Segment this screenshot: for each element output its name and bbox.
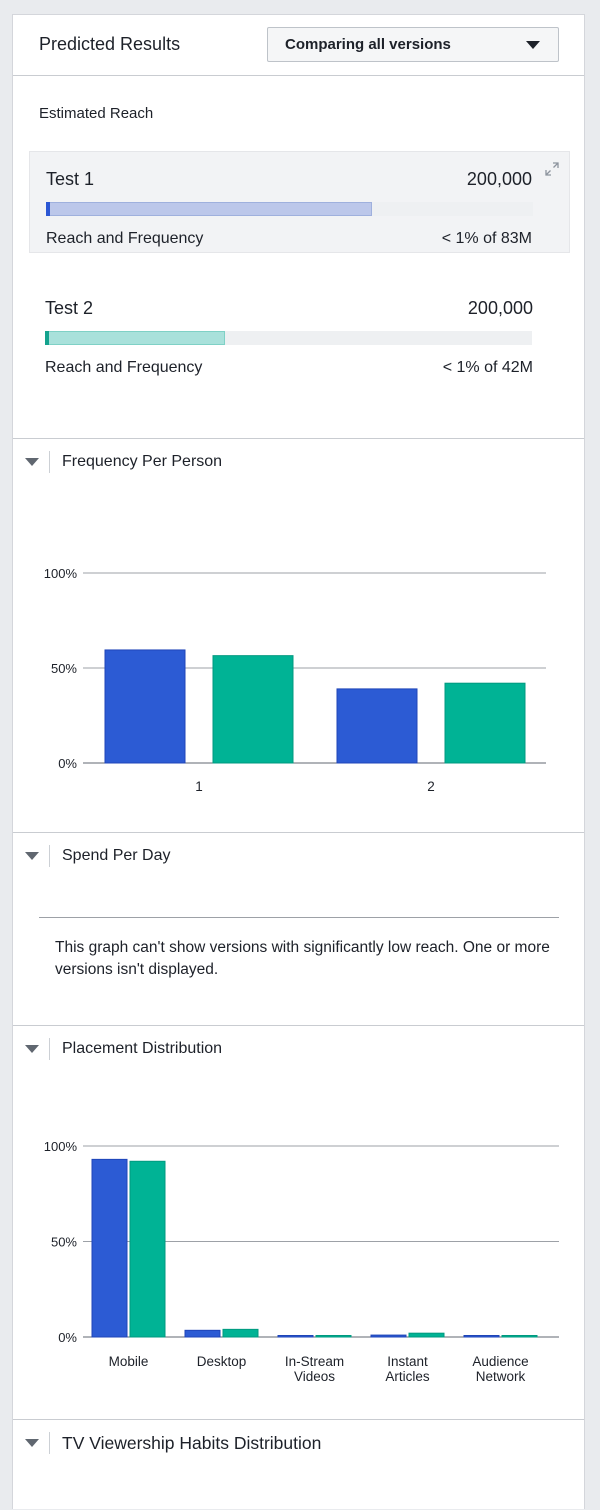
x-tick-label: 2: [427, 779, 435, 794]
collapse-triangle-icon: [25, 1045, 39, 1053]
section-title: Spend Per Day: [62, 847, 171, 864]
bar-series-1-audience-network[interactable]: [463, 1335, 500, 1338]
reach-bar-cap: [45, 331, 49, 345]
section-title: Placement Distribution: [62, 1040, 223, 1057]
bar-series-1-instant-articles[interactable]: [370, 1334, 407, 1338]
bar-series-2-audience-network[interactable]: [501, 1335, 538, 1338]
tv-viewership-section: TV Viewership Habits Distribution: [13, 1419, 584, 1510]
frequency-chart: 0% 50% 100% 1 2: [44, 566, 546, 794]
test-objective: Reach and Frequency: [45, 359, 203, 376]
y-tick-label: 50%: [51, 661, 77, 676]
bar-series-2-in-stream-videos[interactable]: [315, 1335, 352, 1338]
chart-baseline: [39, 917, 559, 918]
x-tick-label: Instant Articles: [385, 1354, 430, 1384]
panel-header: Predicted Results Comparing all versions: [13, 15, 584, 76]
reach-bar-cap: [46, 202, 50, 216]
x-tick-label: Desktop: [197, 1354, 247, 1369]
bar-series-1-in-stream-videos[interactable]: [277, 1335, 314, 1338]
caret-down-icon: [526, 41, 540, 49]
frequency-section-toggle[interactable]: Frequency Per Person: [13, 439, 584, 483]
x-tick-label: In-Stream Videos: [285, 1354, 344, 1384]
test-name: Test 2: [45, 298, 94, 318]
section-title: Frequency Per Person: [62, 453, 223, 470]
y-tick-label: 0%: [58, 756, 77, 771]
divider: [49, 1432, 50, 1454]
low-reach-notice: This graph can't show versions with sign…: [55, 939, 550, 978]
bar-series-2-mobile[interactable]: [129, 1160, 166, 1338]
test-reach-percent: < 1% of 42M: [442, 359, 533, 376]
version-comparison-dropdown[interactable]: Comparing all versions: [267, 27, 559, 62]
test-objective: Reach and Frequency: [46, 230, 204, 247]
reach-bar-fill: [45, 331, 226, 345]
predicted-results-panel: Predicted Results Comparing all versions…: [12, 14, 585, 1509]
placement-distribution-section: Placement Distribution 0% 50% 100% Mobile De…: [13, 1025, 584, 1419]
bar-series-1-desktop[interactable]: [184, 1329, 221, 1338]
test-card-2[interactable]: Test 2 200,000 Reach and Frequency < 1% …: [29, 281, 570, 383]
bar-series-1-1[interactable]: [104, 649, 186, 764]
bar-series-1-mobile[interactable]: [91, 1158, 128, 1338]
collapse-triangle-icon: [25, 852, 39, 860]
y-tick-label: 50%: [51, 1235, 77, 1250]
collapse-triangle-icon: [25, 458, 39, 466]
divider: [49, 845, 50, 867]
x-tick-label: Mobile: [109, 1354, 149, 1369]
frequency-per-person-section: Frequency Per Person 0% 50% 100% 1 2: [13, 438, 584, 832]
reach-bar-track: [46, 202, 533, 216]
y-tick-label: 0%: [58, 1330, 77, 1345]
x-tick-label: 1: [195, 779, 203, 794]
reach-bar-track: [45, 331, 532, 345]
bar-series-2-2[interactable]: [444, 682, 526, 764]
test-reach-percent: < 1% of 83M: [441, 230, 532, 247]
spend-per-day-section: Spend Per Day This graph can't show vers…: [13, 832, 584, 1025]
estimated-reach-title: Estimated Reach: [39, 105, 154, 122]
bar-series-2-1[interactable]: [212, 655, 294, 764]
test-reach-value: 200,000: [467, 298, 533, 318]
page-title: Predicted Results: [39, 34, 181, 54]
spend-section-toggle[interactable]: Spend Per Day: [13, 833, 584, 877]
test-card-1[interactable]: Test 1 200,000 Reach and Frequency < 1% …: [29, 151, 570, 253]
placement-section-toggle[interactable]: Placement Distribution: [13, 1026, 584, 1070]
divider: [49, 1038, 50, 1060]
dropdown-label: Comparing all versions: [285, 36, 451, 53]
bar-series-2-instant-articles[interactable]: [408, 1332, 445, 1338]
reach-bar-fill: [46, 202, 373, 216]
tv-section-toggle[interactable]: TV Viewership Habits Distribution: [13, 1420, 584, 1464]
y-tick-label: 100%: [44, 1139, 78, 1154]
x-tick-label: Audience Network: [472, 1354, 528, 1384]
test-reach-value: 200,000: [466, 169, 532, 189]
y-tick-label: 100%: [44, 566, 78, 581]
expand-icon[interactable]: [544, 161, 560, 177]
placement-chart: 0% 50% 100% Mobile Desktop In-Stream Videos Ins…: [44, 1139, 559, 1384]
collapse-triangle-icon: [25, 1439, 39, 1447]
bar-series-1-2[interactable]: [336, 688, 418, 764]
bar-series-2-desktop[interactable]: [222, 1328, 259, 1338]
test-name: Test 1: [46, 169, 95, 189]
section-title: TV Viewership Habits Distribution: [62, 1433, 322, 1453]
divider: [49, 451, 50, 473]
